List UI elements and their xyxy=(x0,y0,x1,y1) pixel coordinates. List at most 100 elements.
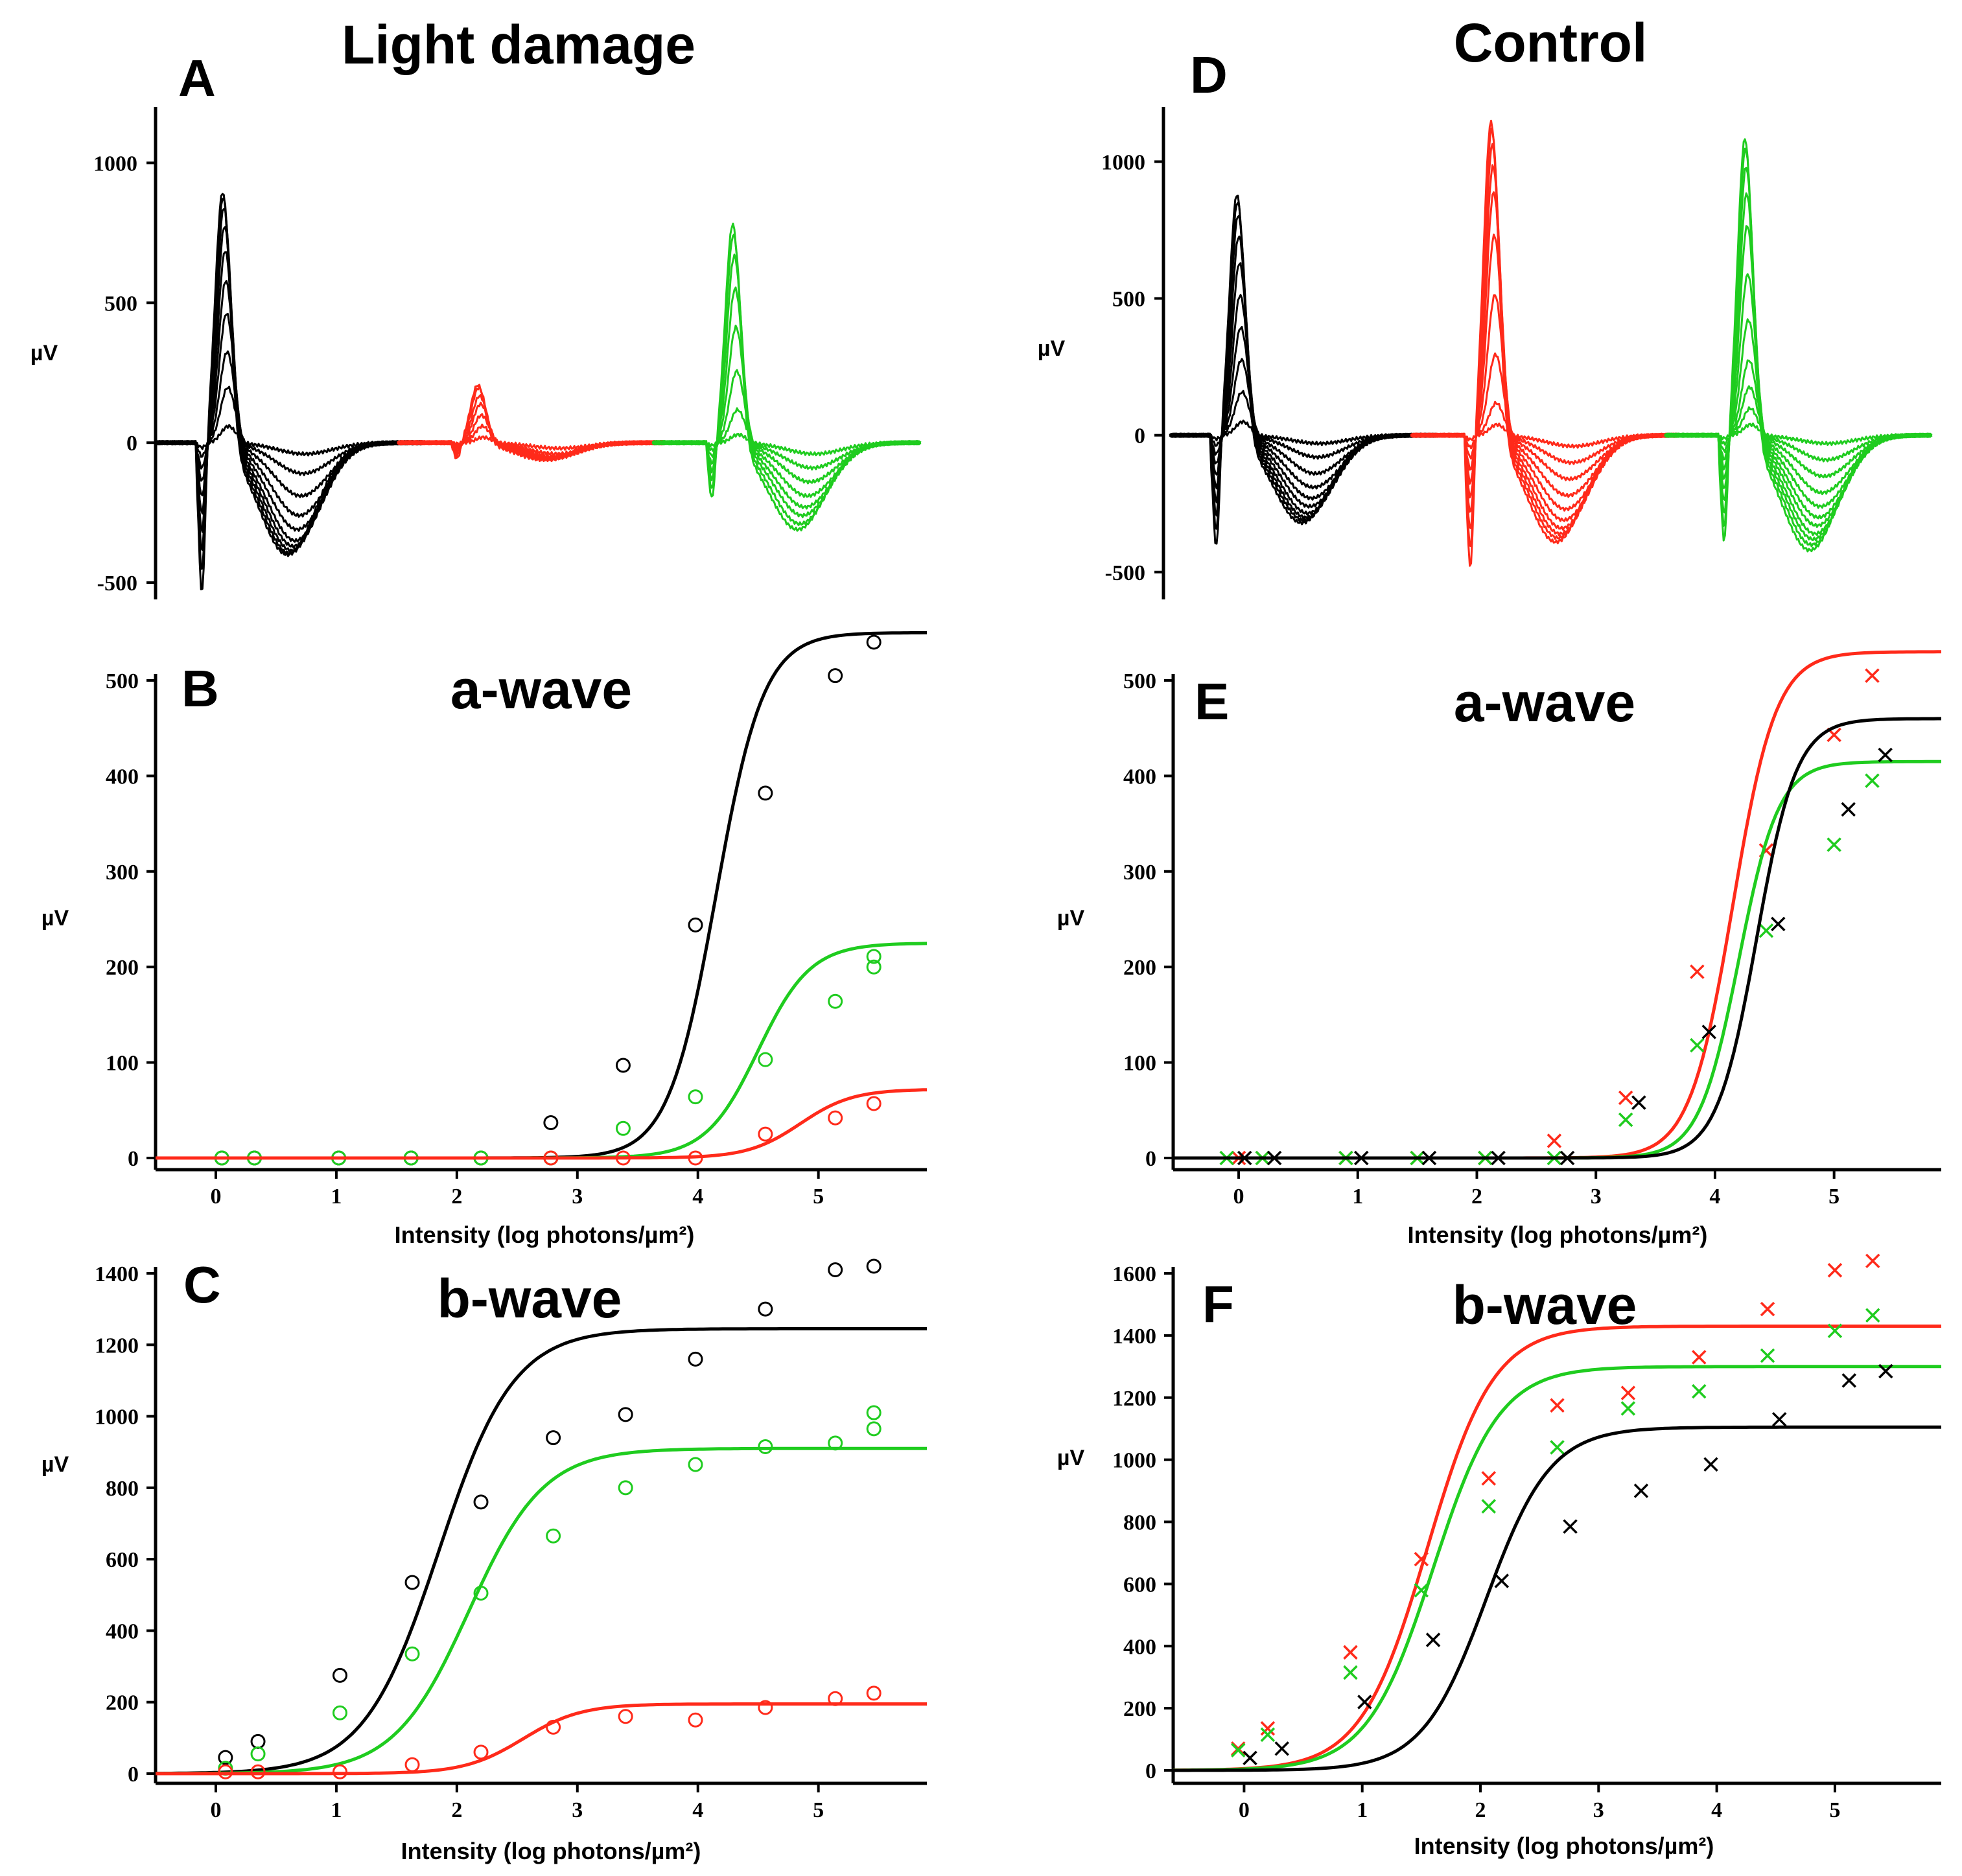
panel-b-xtick-label: 5 xyxy=(813,1185,824,1209)
panel-c-point-black xyxy=(473,1494,489,1510)
panel-c-ytick-label: 400 xyxy=(106,1619,139,1643)
panel-f-xtick-label: 5 xyxy=(1829,1798,1840,1822)
panel-c-point-green xyxy=(473,1586,489,1601)
panel-d-trace-black xyxy=(1169,326,1438,490)
panel-b-point-black xyxy=(758,785,773,801)
panel-f-point-black xyxy=(1357,1695,1372,1709)
panel-f-point-black xyxy=(1841,1373,1857,1388)
panel-f-point-green xyxy=(1865,1308,1880,1323)
panel-f-fit-black xyxy=(1173,1425,1941,1772)
panel-f-point-black xyxy=(1772,1412,1787,1427)
panel-c-point-black xyxy=(828,1262,843,1277)
panel-e-point-black xyxy=(1631,1095,1646,1110)
panel-c-point-green xyxy=(332,1705,347,1720)
panel-c-point-red xyxy=(828,1691,843,1706)
panel-f-ytick-label: 400 xyxy=(1123,1635,1156,1659)
panel-b-point-black xyxy=(543,1115,559,1130)
panel-c-point-red xyxy=(546,1719,561,1735)
panel-f-xtick-label: 4 xyxy=(1711,1798,1722,1822)
panel-a-trace-black xyxy=(155,208,425,553)
panel-b-point-red xyxy=(615,1150,631,1166)
panel-f-ytick-label: 200 xyxy=(1123,1697,1156,1721)
panel-c-title: b-wave xyxy=(438,1268,622,1329)
panel-letter-b: B xyxy=(181,660,219,717)
panel-e-xtick-label: 4 xyxy=(1709,1185,1720,1209)
panel-d-trace-green xyxy=(1664,192,1933,537)
panel-letter-c: C xyxy=(183,1256,221,1314)
panel-b-point-black xyxy=(615,1058,631,1073)
panel-a-trace-black xyxy=(154,279,425,532)
panel-d-trace-green xyxy=(1664,273,1933,520)
panel-c-point-green xyxy=(404,1646,420,1662)
panel-c-xtick-label: 2 xyxy=(451,1798,462,1822)
panel-f-ytick-label: 1600 xyxy=(1112,1262,1156,1286)
panel-b-fit-green xyxy=(156,942,928,1160)
panel-c-point-red xyxy=(218,1764,233,1779)
panel-f-point-red xyxy=(1550,1398,1565,1413)
panel-f-xtick-label: 2 xyxy=(1475,1798,1486,1822)
panel-c-plot: 0 200 400 600 800 1000 1200 1400 0 1 2 3 4 5 xyxy=(95,1258,927,1822)
panel-a-plot: -500 0 500 1000 xyxy=(93,107,922,599)
panel-d-ytick-label: 1000 xyxy=(1101,150,1145,174)
panel-e-point-red xyxy=(1865,668,1880,683)
panel-c-point-black xyxy=(758,1301,773,1317)
panel-f-point-green xyxy=(1692,1384,1707,1399)
panel-d-trace-black xyxy=(1169,202,1438,530)
panel-d-ytick-label: -500 xyxy=(1105,561,1145,585)
panel-c-xtick-label: 4 xyxy=(692,1798,703,1822)
panel-f-ytick-label: 1200 xyxy=(1112,1387,1156,1411)
panel-f-point-green xyxy=(1414,1582,1429,1598)
panel-a-trace-black xyxy=(154,251,425,543)
panel-c-xtick-label: 0 xyxy=(210,1798,221,1822)
panel-a-trace-black xyxy=(154,197,424,570)
panel-f-point-red xyxy=(1414,1551,1429,1567)
panel-b-xlabel: Intensity (log photons/µm²) xyxy=(395,1222,695,1248)
panel-f-xtick-label: 1 xyxy=(1357,1798,1368,1822)
panel-f-point-black xyxy=(1878,1363,1893,1379)
panel-e-fit-green xyxy=(1173,759,1941,1160)
panel-b-point-red xyxy=(758,1126,773,1142)
panel-e-point-black xyxy=(1421,1150,1437,1166)
panel-b-plot: 0 100 200 300 400 500 0 1 2 3 4 5 xyxy=(106,631,928,1209)
panel-d-trace-red xyxy=(1410,119,1679,567)
panel-d-trace-black xyxy=(1169,235,1438,516)
panel-a-ytick-label: 0 xyxy=(126,432,137,456)
panel-a-trace-green xyxy=(651,407,921,471)
panel-f-xtick-label: 0 xyxy=(1239,1798,1250,1822)
panel-c-point-green xyxy=(866,1421,882,1437)
panel-b-title: a-wave xyxy=(450,659,632,720)
panel-f-point-green xyxy=(1231,1743,1246,1758)
panel-c-ytick-label: 200 xyxy=(106,1691,139,1715)
panel-e-point-green xyxy=(1690,1037,1705,1053)
panel-b-xtick-label: 4 xyxy=(692,1185,703,1209)
panel-c-point-green xyxy=(546,1528,561,1544)
panel-a-ytick-label: -500 xyxy=(97,572,137,596)
panel-letter-a: A xyxy=(178,49,216,107)
panel-e-point-black xyxy=(1354,1150,1369,1166)
panel-b-xtick-label: 0 xyxy=(210,1185,221,1209)
panel-c-point-red xyxy=(404,1757,420,1772)
panel-letter-f: F xyxy=(1202,1275,1234,1333)
panel-b-point-green xyxy=(758,1052,773,1067)
panel-e-point-black xyxy=(1491,1150,1506,1166)
panel-b-point-green xyxy=(828,993,843,1009)
panel-a-trace-green xyxy=(651,369,922,485)
panel-b-point-red xyxy=(688,1150,703,1166)
panel-c-fit-green xyxy=(156,1446,927,1776)
panel-e-xtick-label: 0 xyxy=(1233,1185,1244,1209)
panel-e-point-black xyxy=(1841,802,1856,817)
panel-f-point-green xyxy=(1760,1348,1775,1363)
panel-d-trace-green xyxy=(1664,225,1933,528)
panel-c-point-red xyxy=(688,1712,703,1728)
panel-e-xtick-label: 5 xyxy=(1828,1185,1839,1209)
panel-f-fit-green xyxy=(1173,1365,1941,1772)
panel-d-ylabel: µV xyxy=(1038,336,1066,361)
panel-f-point-red xyxy=(1481,1471,1496,1486)
panel-c-fit-red xyxy=(156,1702,927,1776)
panel-d-trace-green xyxy=(1664,385,1933,479)
panel-f-ytick-label: 800 xyxy=(1123,1511,1156,1535)
panel-a-trace-red xyxy=(397,423,666,457)
panel-c-ylabel: µV xyxy=(41,1452,69,1477)
panel-b-point-red xyxy=(828,1110,843,1126)
